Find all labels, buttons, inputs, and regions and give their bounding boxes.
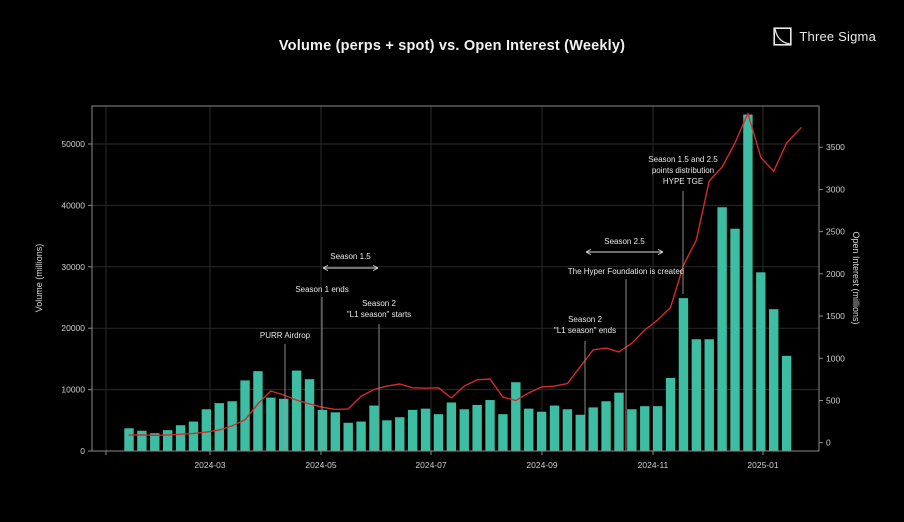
y-left-tick-label: 20000: [61, 323, 85, 333]
volume-bar: [459, 409, 469, 451]
volume-bar: [279, 398, 289, 451]
volume-bar: [343, 422, 353, 451]
volume-bar: [640, 406, 650, 451]
volume-bar: [691, 339, 702, 451]
volume-bar: [304, 379, 315, 451]
volume-bar: [627, 409, 637, 451]
volume-bar: [433, 414, 444, 451]
x-tick-label: 2024-05: [305, 460, 336, 470]
annotation-label-season-2-starts: "L1 season" starts: [347, 310, 411, 319]
volume-bar: [743, 114, 753, 451]
volume-bar: [614, 392, 624, 451]
volume-bar: [485, 400, 495, 451]
volume-bar: [652, 406, 663, 451]
volume-bar: [330, 412, 341, 451]
annotation-label-season-1-ends: Season 1 ends: [295, 285, 348, 294]
volume-bar: [201, 409, 212, 451]
open-interest-polyline: [128, 112, 802, 436]
volume-bar: [124, 428, 134, 451]
y-right-tick-label: 3500: [826, 142, 845, 152]
volume-bar: [162, 430, 173, 451]
y-left-tick-label: 10000: [61, 385, 85, 395]
span-arrow-label-season-2-5: Season 2.5: [604, 237, 645, 246]
annotation-label-hype-tge: HYPE TGE: [663, 177, 703, 186]
x-tick-label: 2025-01: [747, 460, 778, 470]
volume-bar: [240, 380, 250, 451]
volume-bar: [175, 425, 186, 451]
volume-bars: [124, 114, 792, 451]
annotations: PURR Airdrop Season 1 ends Season 2 "L1 sea…: [260, 155, 718, 451]
volume-bar: [382, 420, 392, 451]
y-left-tick-label: 0: [80, 446, 85, 456]
plot-border: [91, 105, 820, 452]
y-left-tick-label: 30000: [61, 262, 85, 272]
volume-bar: [704, 339, 714, 451]
volume-bar: [562, 409, 573, 451]
y-right-tick-label: 2000: [826, 269, 845, 279]
volume-bar: [407, 409, 418, 451]
three-sigma-logo: Three Sigma: [773, 27, 876, 46]
volume-bar: [781, 355, 792, 451]
volume-bar: [472, 404, 482, 451]
y-right-tick-label: 500: [826, 395, 840, 405]
annotation-label-purr-airdrop: PURR Airdrop: [260, 331, 311, 340]
volume-bar: [395, 417, 405, 451]
volume-bar: [511, 382, 521, 451]
y-right-tick-label: 3000: [826, 184, 845, 194]
volume-bar: [549, 405, 560, 451]
three-sigma-logo-text: Three Sigma: [799, 29, 876, 44]
volume-bar: [524, 408, 534, 451]
y-left-tick-label: 50000: [61, 139, 85, 149]
volume-bar: [446, 402, 457, 451]
y-right-tick-label: 2500: [826, 227, 845, 237]
volume-bar: [588, 407, 598, 451]
volume-bar: [369, 405, 379, 451]
y-right-axis-label: Open Interest (millions): [851, 231, 861, 324]
volume-bar: [266, 397, 276, 451]
volume-bar: [678, 298, 689, 451]
y-right-tick-label: 0: [826, 438, 831, 448]
volume-bar: [188, 421, 199, 451]
volume-bar: [730, 228, 740, 451]
annotation-label-hyper-foundation: The Hyper Foundation is created: [568, 267, 685, 276]
volume-bar: [498, 414, 508, 451]
x-tick-label: 2024-03: [194, 460, 225, 470]
y-left-axis-label: Volume (millions): [34, 244, 44, 313]
volume-bar: [291, 370, 302, 451]
annotation-label-season-2-starts: Season 2: [362, 299, 396, 308]
open-interest-line: [128, 112, 802, 436]
volume-bar: [665, 377, 676, 451]
volume-bar: [150, 433, 160, 451]
axes: 0 10000 20000 30000 40000 50000 0 500 1000 1500 20…: [61, 105, 845, 470]
annotation-label-hype-tge: points distribution: [652, 166, 714, 175]
y-right-tick-label: 1500: [826, 311, 845, 321]
volume-bar: [137, 430, 147, 451]
volume-bar: [756, 272, 766, 451]
x-tick-label: 2024-11: [638, 460, 669, 470]
span-arrow-season-1-5: [322, 265, 379, 271]
volume-bar: [536, 411, 547, 451]
volume-bar: [601, 401, 611, 451]
three-sigma-logo-icon: [773, 27, 792, 46]
volume-bar: [717, 207, 727, 451]
volume-bar: [420, 408, 431, 451]
annotation-label-hype-tge: Season 1.5 and 2.5: [648, 155, 718, 164]
volume-bar: [769, 309, 779, 451]
x-tick-label: 2024-09: [526, 460, 557, 470]
y-right-tick-label: 1000: [826, 353, 845, 363]
volume-bar: [253, 371, 263, 451]
volume-bar: [214, 403, 224, 451]
x-tick-label: 2024-07: [415, 460, 446, 470]
y-left-tick-label: 40000: [61, 200, 85, 210]
annotation-label-season-2-ends: Season 2: [568, 315, 602, 324]
span-arrow-season-2-5: [585, 249, 664, 255]
annotation-label-season-2-ends: "L1 season" ends: [554, 326, 616, 335]
span-arrow-label-season-1-5: Season 1.5: [330, 252, 371, 261]
volume-bar: [575, 414, 585, 451]
volume-bar: [356, 421, 366, 451]
chart-title: Volume (perps + spot) vs. Open Interest …: [278, 38, 626, 54]
